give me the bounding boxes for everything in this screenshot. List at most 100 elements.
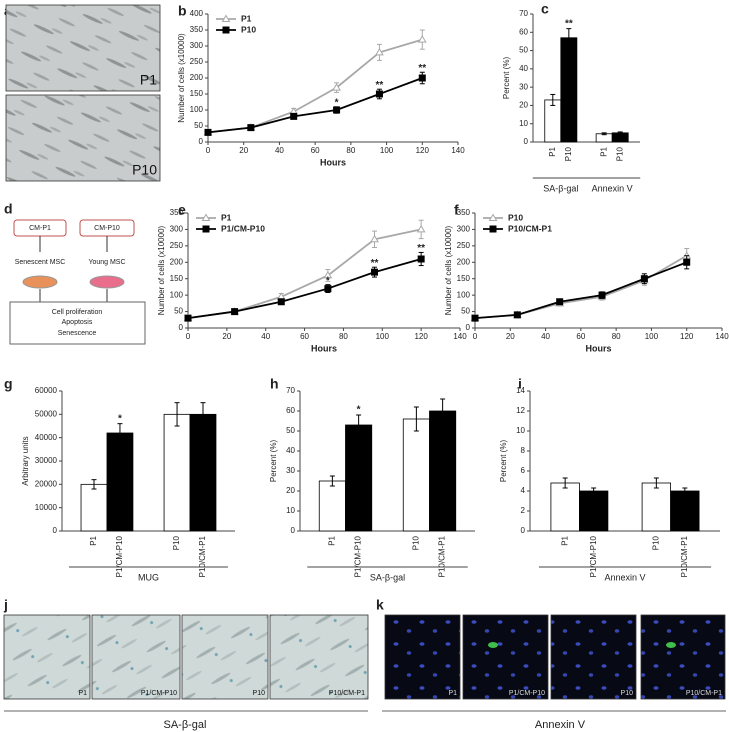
micrograph <box>91 614 181 700</box>
bar <box>106 432 134 532</box>
y-tick-label: 20 <box>286 486 295 495</box>
y-tick-label: 250 <box>170 241 184 250</box>
image-label: P10 <box>253 690 266 697</box>
caption: SA-β-gal <box>163 719 206 731</box>
data-point <box>247 124 255 132</box>
significance: ** <box>417 243 425 254</box>
data-point <box>324 285 332 293</box>
y-tick-label: 0 <box>53 526 58 535</box>
media-label: CM-P1 <box>29 225 51 232</box>
series-line <box>207 38 423 134</box>
y-tick-label: 8 <box>521 446 526 455</box>
y-tick-label: 350 <box>457 208 471 217</box>
data-point <box>204 128 212 136</box>
y-tick-label: 350 <box>190 25 204 34</box>
category-label: P10/CM-P1 <box>198 535 207 577</box>
bar <box>429 410 457 532</box>
x-tick-label: 100 <box>380 146 394 155</box>
y-axis-label: Percent (%) <box>502 57 511 100</box>
y-tick-label: 20 <box>519 101 528 110</box>
data-point <box>556 298 564 306</box>
series-line <box>187 258 422 320</box>
outcome-label: Cell proliferation <box>52 309 103 316</box>
x-tick-label: 120 <box>416 146 430 155</box>
significance: * <box>335 97 339 108</box>
y-tick-label: 100 <box>457 290 471 299</box>
data-point <box>290 112 298 120</box>
panel-label: f <box>454 202 459 218</box>
y-tick-label: 10 <box>286 506 295 515</box>
data-point <box>598 291 606 299</box>
y-axis-label: Percent (%) <box>269 440 278 483</box>
category-label: P10 <box>411 535 420 550</box>
y-tick-label: 20000 <box>35 479 58 488</box>
category-label: P10 <box>615 146 624 161</box>
image-label: P10 <box>132 162 157 178</box>
bar <box>579 490 609 532</box>
y-tick-label: 10 <box>519 119 528 128</box>
data-point <box>471 314 479 322</box>
x-tick-label: 100 <box>376 332 390 341</box>
y-tick-label: 300 <box>190 41 204 50</box>
legend-label: P10 <box>508 212 523 222</box>
image-label: P10 <box>621 690 634 697</box>
data-point <box>375 47 384 56</box>
y-tick-label: 60 <box>286 406 295 415</box>
y-tick-label: 12 <box>516 406 525 415</box>
y-tick-label: 50 <box>519 46 528 55</box>
x-tick-label: 120 <box>414 332 428 341</box>
group-label: Annexin V <box>592 183 633 193</box>
group-label: SA-β-gal <box>370 572 405 582</box>
y-tick-label: 400 <box>190 9 204 18</box>
category-label: P1 <box>89 535 98 545</box>
legend-marker <box>489 225 497 233</box>
y-tick-label: 0 <box>199 137 204 146</box>
media-label: CM-P10 <box>94 225 120 232</box>
legend-marker <box>201 213 211 221</box>
category-label: P1 <box>327 535 336 545</box>
x-tick-label: 60 <box>576 332 585 341</box>
category-label: P10/CM-P1 <box>438 535 447 577</box>
x-tick-label: 80 <box>612 332 621 341</box>
legend-label: P1/CM-P10 <box>221 223 265 233</box>
significance: * <box>357 405 361 416</box>
y-tick-label: 40 <box>519 64 528 73</box>
panel-label: g <box>4 376 13 392</box>
stained-cell <box>488 642 498 648</box>
y-tick-label: 50 <box>174 307 183 316</box>
category-label: P10/CM-P1 <box>680 535 689 577</box>
bar <box>345 424 373 532</box>
bar <box>670 490 700 532</box>
y-tick-label: 0 <box>466 323 471 332</box>
micrograph <box>3 614 91 700</box>
x-tick-label: 40 <box>541 332 550 341</box>
bar <box>80 483 108 532</box>
bar <box>189 413 217 532</box>
image-label: P1/CM-P10 <box>509 690 545 697</box>
y-tick-label: 100 <box>170 290 184 299</box>
x-tick-label: 0 <box>473 332 478 341</box>
group-label: SA-β-gal <box>543 183 578 193</box>
series-line <box>474 261 688 320</box>
y-tick-label: 30 <box>286 466 295 475</box>
y-tick-label: 250 <box>457 241 471 250</box>
outcome-label: Senescence <box>58 330 97 337</box>
y-tick-label: 50 <box>286 426 295 435</box>
legend-marker <box>221 14 231 22</box>
y-tick-label: 0 <box>291 526 296 535</box>
y-tick-label: 30000 <box>35 456 58 465</box>
cell-label: Young MSC <box>88 259 125 266</box>
legend-label: P1 <box>241 13 252 23</box>
y-axis-label: Number of cells (x10000) <box>157 225 166 315</box>
micrograph <box>462 614 549 700</box>
series-line <box>187 228 422 320</box>
legend-label: P1 <box>221 212 232 222</box>
data-point <box>416 224 426 233</box>
image-label: P1/CM-P10 <box>141 690 177 697</box>
y-tick-label: 40 <box>286 446 295 455</box>
x-tick-label: 140 <box>451 146 465 155</box>
y-tick-label: 150 <box>190 89 204 98</box>
legend-marker <box>222 26 230 34</box>
diagram: CM-P1 CM-P10 Senescent MSC Young MSC Cell pr… <box>9 219 146 345</box>
